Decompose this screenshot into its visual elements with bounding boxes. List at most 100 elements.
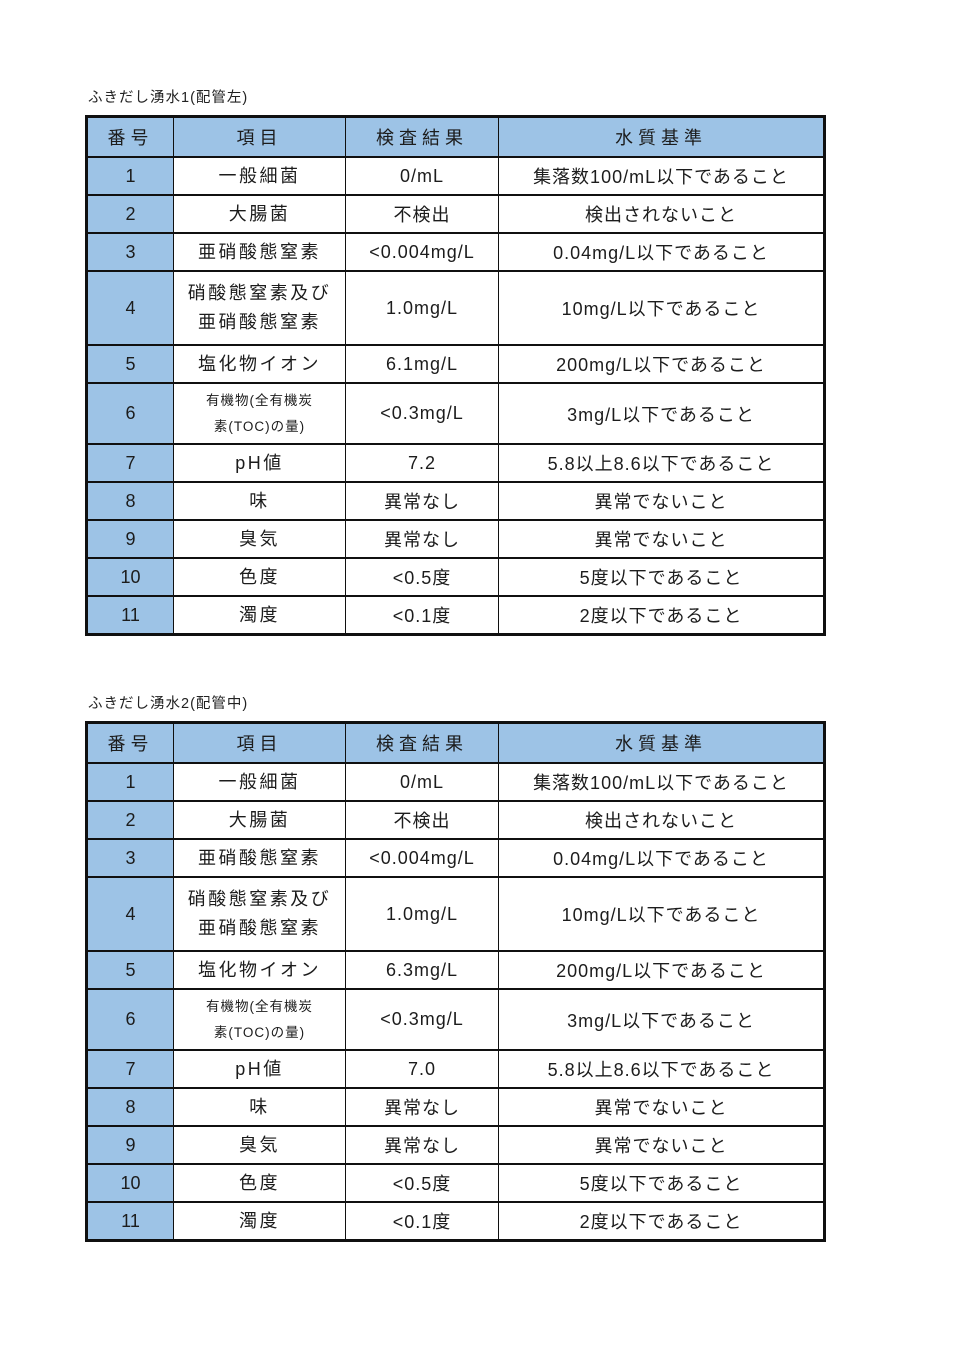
cell-number: 9 [86, 519, 174, 559]
cell-number: 2 [86, 800, 174, 840]
cell-number: 9 [86, 1125, 174, 1165]
cell-item: 大腸菌 [173, 194, 346, 234]
cell-standard: 検出されないこと [498, 194, 825, 234]
cell-item: 一般細菌 [173, 762, 346, 802]
header-item: 項目 [173, 721, 346, 764]
cell-item: 色度 [173, 557, 346, 597]
cell-result: <0.1度 [345, 1201, 499, 1242]
cell-standard: 集落数100/mL以下であること [498, 762, 825, 802]
document-page: ふきだし湧水1(配管左) 番号 項目 検査結果 水質基準 1 一般細菌 0/mL… [85, 90, 826, 1242]
cell-result: <0.3mg/L [345, 988, 499, 1051]
cell-item: 濁度 [173, 1201, 346, 1242]
cell-standard: 0.04mg/L以下であること [498, 838, 825, 878]
cell-result: 1.0mg/L [345, 876, 499, 952]
cell-result: 6.3mg/L [345, 950, 499, 990]
cell-item: pH値 [173, 1049, 346, 1089]
cell-result: 1.0mg/L [345, 270, 499, 346]
cell-item: 亜硝酸態窒素 [173, 838, 346, 878]
cell-result: 7.0 [345, 1049, 499, 1089]
cell-item: 大腸菌 [173, 800, 346, 840]
table-row: 10 色度 <0.5度 5度以下であること [86, 1163, 825, 1203]
cell-item: 色度 [173, 1163, 346, 1203]
header-result: 検査結果 [345, 115, 499, 158]
table-row: 3 亜硝酸態窒素 <0.004mg/L 0.04mg/L以下であること [86, 838, 825, 878]
table-row: 11 濁度 <0.1度 2度以下であること [86, 1201, 825, 1242]
cell-item: 硝酸態窒素及び 亜硝酸態窒素 [173, 270, 346, 346]
cell-number: 7 [86, 443, 174, 483]
table-row: 6 有機物(全有機炭 素(TOC)の量) <0.3mg/L 3mg/L以下である… [86, 988, 825, 1051]
header-standard: 水質基準 [498, 721, 825, 764]
cell-result: 異常なし [345, 1087, 499, 1127]
table-row: 2 大腸菌 不検出 検出されないこと [86, 800, 825, 840]
table-row: 4 硝酸態窒素及び 亜硝酸態窒素 1.0mg/L 10mg/L以下であること [86, 270, 825, 346]
table-row: 6 有機物(全有機炭 素(TOC)の量) <0.3mg/L 3mg/L以下である… [86, 382, 825, 445]
cell-item: pH値 [173, 443, 346, 483]
cell-standard: 0.04mg/L以下であること [498, 232, 825, 272]
cell-result: <0.1度 [345, 595, 499, 636]
table-row: 3 亜硝酸態窒素 <0.004mg/L 0.04mg/L以下であること [86, 232, 825, 272]
cell-item: 濁度 [173, 595, 346, 636]
cell-number: 10 [86, 557, 174, 597]
cell-item: 有機物(全有機炭 素(TOC)の量) [173, 382, 346, 445]
cell-result: <0.004mg/L [345, 232, 499, 272]
cell-standard: 200mg/L以下であること [498, 344, 825, 384]
cell-standard: 3mg/L以下であること [498, 382, 825, 445]
cell-standard: 5.8以上8.6以下であること [498, 1049, 825, 1089]
cell-standard: 10mg/L以下であること [498, 876, 825, 952]
cell-result: 異常なし [345, 481, 499, 521]
cell-result: 異常なし [345, 1125, 499, 1165]
cell-number: 8 [86, 1087, 174, 1127]
cell-item: 亜硝酸態窒素 [173, 232, 346, 272]
cell-number: 6 [86, 988, 174, 1051]
table-row: 2 大腸菌 不検出 検出されないこと [86, 194, 825, 234]
cell-standard: 異常でないこと [498, 481, 825, 521]
cell-number: 4 [86, 270, 174, 346]
cell-result: <0.004mg/L [345, 838, 499, 878]
cell-number: 3 [86, 232, 174, 272]
cell-standard: 3mg/L以下であること [498, 988, 825, 1051]
cell-standard: 異常でないこと [498, 1087, 825, 1127]
cell-number: 8 [86, 481, 174, 521]
cell-item: 味 [173, 481, 346, 521]
cell-standard: 集落数100/mL以下であること [498, 156, 825, 196]
cell-standard: 異常でないこと [498, 519, 825, 559]
cell-result: 0/mL [345, 156, 499, 196]
cell-result: 異常なし [345, 519, 499, 559]
cell-standard: 2度以下であること [498, 595, 825, 636]
cell-number: 6 [86, 382, 174, 445]
table-row: 11 濁度 <0.1度 2度以下であること [86, 595, 825, 636]
cell-number: 5 [86, 950, 174, 990]
cell-standard: 2度以下であること [498, 1201, 825, 1242]
table-row: 10 色度 <0.5度 5度以下であること [86, 557, 825, 597]
table-row: 7 pH値 7.2 5.8以上8.6以下であること [86, 443, 825, 483]
cell-number: 4 [86, 876, 174, 952]
cell-result: <0.5度 [345, 557, 499, 597]
cell-item: 硝酸態窒素及び 亜硝酸態窒素 [173, 876, 346, 952]
water-quality-table-2: 番号 項目 検査結果 水質基準 1 一般細菌 0/mL 集落数100/mL以下で… [85, 721, 826, 1242]
table-row: 1 一般細菌 0/mL 集落数100/mL以下であること [86, 762, 825, 802]
header-result: 検査結果 [345, 721, 499, 764]
table-row: 8 味 異常なし 異常でないこと [86, 1087, 825, 1127]
cell-result: 0/mL [345, 762, 499, 802]
cell-item: 有機物(全有機炭 素(TOC)の量) [173, 988, 346, 1051]
cell-item: 臭気 [173, 519, 346, 559]
cell-standard: 5度以下であること [498, 557, 825, 597]
water-report-section-2: ふきだし湧水2(配管中) 番号 項目 検査結果 水質基準 1 一般細菌 0/mL… [85, 692, 826, 1242]
cell-standard: 5度以下であること [498, 1163, 825, 1203]
cell-number: 11 [86, 1201, 174, 1242]
cell-item: 味 [173, 1087, 346, 1127]
table-row: 7 pH値 7.0 5.8以上8.6以下であること [86, 1049, 825, 1089]
header-item: 項目 [173, 115, 346, 158]
header-row: 番号 項目 検査結果 水質基準 [86, 721, 825, 764]
cell-number: 11 [86, 595, 174, 636]
cell-number: 2 [86, 194, 174, 234]
cell-result: 不検出 [345, 194, 499, 234]
cell-standard: 異常でないこと [498, 1125, 825, 1165]
water-quality-table-1: 番号 項目 検査結果 水質基準 1 一般細菌 0/mL 集落数100/mL以下で… [85, 115, 826, 636]
cell-result: 7.2 [345, 443, 499, 483]
cell-item: 塩化物イオン [173, 950, 346, 990]
table-row: 8 味 異常なし 異常でないこと [86, 481, 825, 521]
cell-number: 3 [86, 838, 174, 878]
cell-number: 7 [86, 1049, 174, 1089]
cell-item: 臭気 [173, 1125, 346, 1165]
